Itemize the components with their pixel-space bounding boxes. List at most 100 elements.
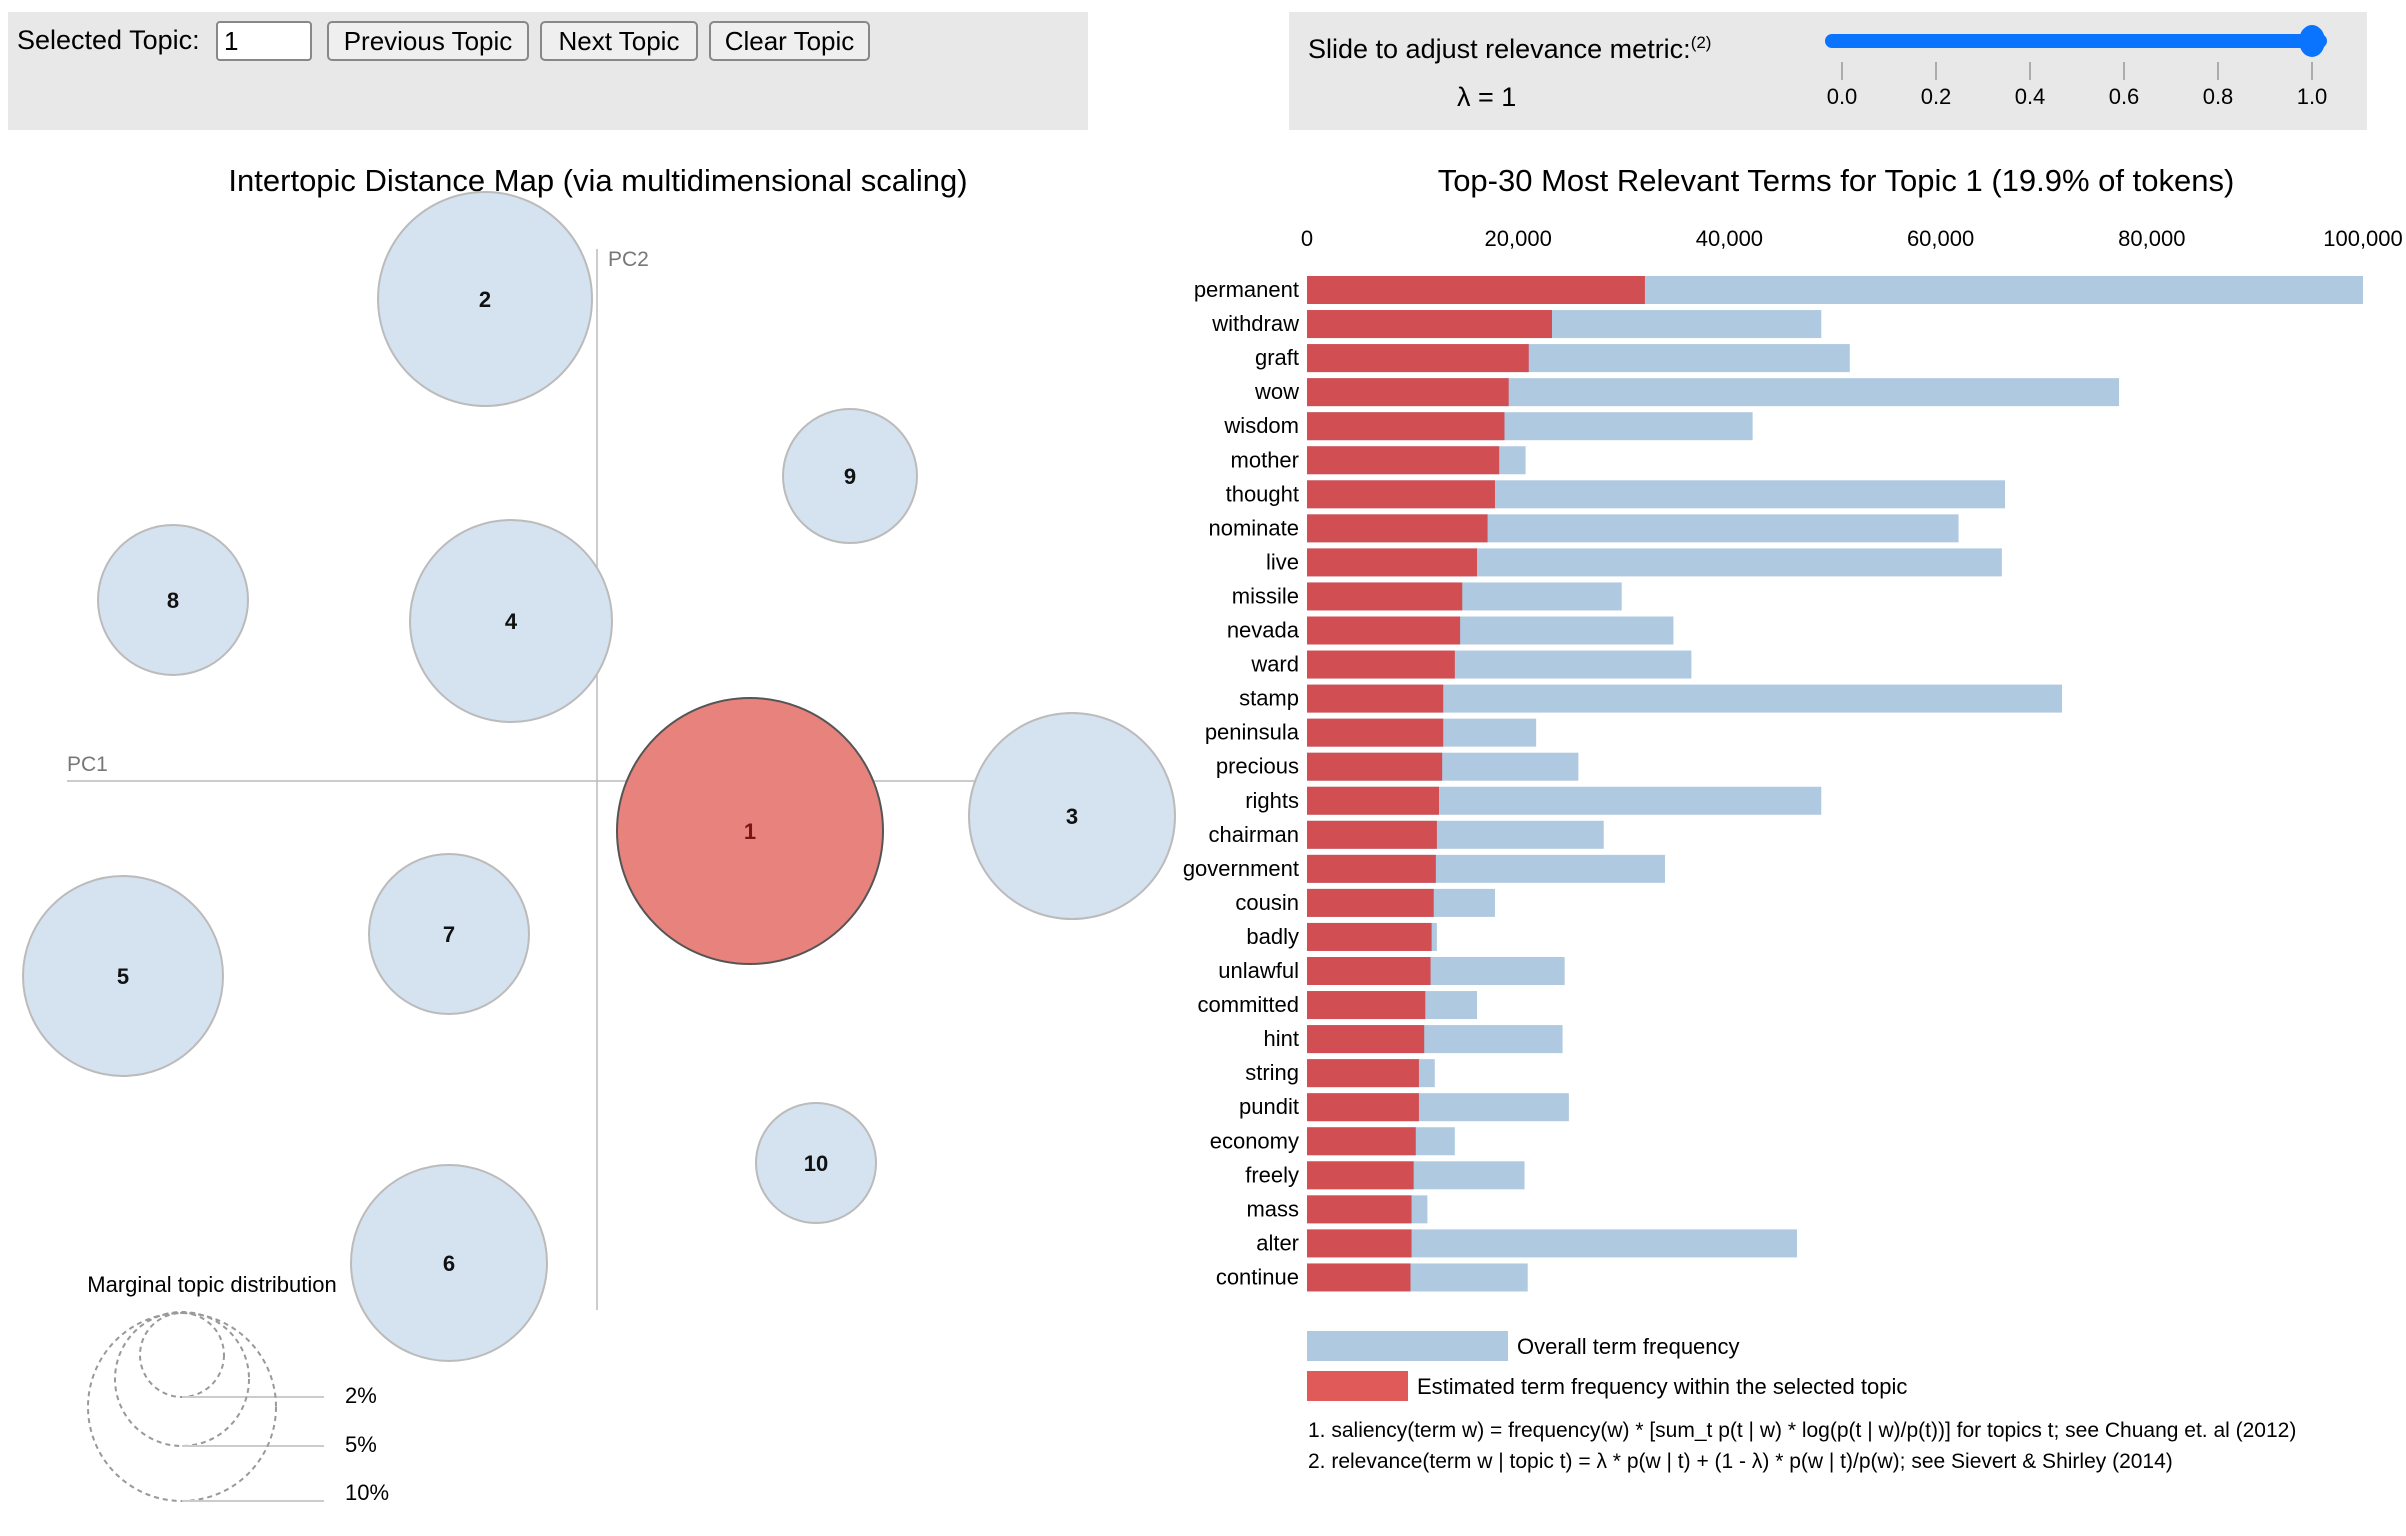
- term-label[interactable]: graft: [1255, 345, 1299, 370]
- bar-topic-rights[interactable]: [1307, 786, 1439, 815]
- term-label[interactable]: wisdom: [1223, 413, 1299, 438]
- slider-handle[interactable]: [2299, 25, 2325, 57]
- bar-topic-government[interactable]: [1307, 854, 1436, 883]
- topic-label-2: 2: [479, 287, 491, 312]
- bar-topic-missile[interactable]: [1307, 582, 1463, 611]
- pc1-label: PC1: [67, 753, 108, 776]
- bar-topic-peninsula[interactable]: [1307, 718, 1444, 747]
- legend-overall-label: Overall term frequency: [1517, 1334, 1740, 1359]
- term-label[interactable]: hint: [1264, 1026, 1299, 1051]
- marginal-legend-label: 5%: [345, 1432, 377, 1457]
- slider-tick-label: 0.4: [2015, 84, 2046, 109]
- term-label[interactable]: rights: [1245, 788, 1299, 813]
- lambda-value: λ = 1: [1457, 82, 1517, 112]
- bar-topic-freely[interactable]: [1307, 1161, 1414, 1190]
- topic-bubble-3[interactable]: [968, 712, 1176, 920]
- next-topic-button[interactable]: Next Topic: [540, 21, 698, 61]
- term-label[interactable]: stamp: [1239, 686, 1299, 711]
- term-label[interactable]: unlawful: [1218, 958, 1299, 983]
- bar-topic-nominate[interactable]: [1307, 514, 1488, 543]
- marginal-legend-label: 10%: [345, 1480, 389, 1505]
- topic-bubble-2[interactable]: [377, 191, 593, 407]
- bar-topic-cousin[interactable]: [1307, 888, 1434, 917]
- term-label[interactable]: alter: [1256, 1230, 1299, 1255]
- term-label[interactable]: live: [1266, 549, 1299, 574]
- marginal-legend-label: 2%: [345, 1383, 377, 1408]
- term-label[interactable]: thought: [1226, 481, 1299, 506]
- bar-topic-unlawful[interactable]: [1307, 957, 1431, 985]
- slider-tick-label: 0.6: [2109, 84, 2140, 109]
- topic-label-8: 8: [167, 588, 179, 613]
- selected-topic-input[interactable]: [216, 21, 312, 61]
- term-label[interactable]: missile: [1232, 583, 1299, 608]
- bar-topic-stamp[interactable]: [1307, 684, 1444, 713]
- topic-label-1: 1: [744, 819, 756, 844]
- bar-topic-badly[interactable]: [1307, 922, 1432, 951]
- term-label[interactable]: permanent: [1194, 277, 1299, 302]
- clear-topic-button[interactable]: Clear Topic: [709, 21, 870, 61]
- relevance-panel: [1289, 12, 2367, 130]
- term-label[interactable]: chairman: [1209, 822, 1299, 847]
- x-tick-label: 40,000: [1696, 226, 1763, 251]
- bar-topic-graft[interactable]: [1307, 344, 1529, 373]
- bar-topic-thought[interactable]: [1307, 480, 1495, 509]
- term-label[interactable]: withdraw: [1211, 311, 1299, 336]
- bar-topic-mother[interactable]: [1307, 446, 1500, 475]
- topic-bubble-7[interactable]: [368, 853, 530, 1015]
- topic-label-10: 10: [804, 1151, 828, 1176]
- term-label[interactable]: cousin: [1235, 890, 1299, 915]
- term-label[interactable]: nevada: [1227, 618, 1300, 643]
- footnote-1: 1. saliency(term w) = frequency(w) * [su…: [1308, 1419, 2296, 1442]
- x-tick-label: 60,000: [1907, 226, 1974, 251]
- topic-bubble-1[interactable]: [616, 697, 884, 965]
- bar-topic-nevada[interactable]: [1307, 616, 1461, 645]
- term-label[interactable]: pundit: [1239, 1094, 1299, 1119]
- term-label[interactable]: mass: [1246, 1196, 1299, 1221]
- marginal-legend-circle: [139, 1312, 225, 1398]
- bar-topic-string[interactable]: [1307, 1059, 1419, 1088]
- bar-topic-ward[interactable]: [1307, 650, 1455, 679]
- x-tick-label: 100,000: [2323, 226, 2403, 251]
- term-label[interactable]: government: [1183, 856, 1299, 881]
- topic-bubble-5[interactable]: [22, 875, 224, 1077]
- bar-topic-pundit[interactable]: [1307, 1093, 1419, 1122]
- term-label[interactable]: continue: [1216, 1264, 1299, 1289]
- x-tick-label: 80,000: [2118, 226, 2185, 251]
- term-label[interactable]: string: [1245, 1060, 1299, 1085]
- x-tick-label: 0: [1301, 226, 1313, 251]
- term-label[interactable]: economy: [1210, 1128, 1299, 1153]
- term-label[interactable]: ward: [1250, 652, 1299, 677]
- legend-overall-swatch: [1307, 1331, 1508, 1361]
- topic-bubble-10[interactable]: [755, 1102, 877, 1224]
- bar-topic-wow[interactable]: [1307, 378, 1509, 407]
- topic-bubble-9[interactable]: [782, 408, 918, 544]
- topic-bubble-4[interactable]: [409, 519, 613, 723]
- bar-topic-wisdom[interactable]: [1307, 412, 1505, 441]
- previous-topic-button[interactable]: Previous Topic: [327, 21, 529, 61]
- topic-bubble-8[interactable]: [97, 524, 249, 676]
- term-label[interactable]: mother: [1231, 447, 1299, 472]
- bar-topic-alter[interactable]: [1307, 1229, 1412, 1258]
- term-label[interactable]: precious: [1216, 754, 1299, 779]
- bar-topic-economy[interactable]: [1307, 1127, 1416, 1156]
- topic-label-4: 4: [505, 609, 518, 634]
- bar-topic-chairman[interactable]: [1307, 820, 1437, 849]
- bar-topic-hint[interactable]: [1307, 1025, 1425, 1054]
- footnote-2: 2. relevance(term w | topic t) = λ * p(w…: [1308, 1450, 2173, 1473]
- term-label[interactable]: freely: [1245, 1162, 1299, 1187]
- term-label[interactable]: peninsula: [1205, 720, 1300, 745]
- bar-topic-mass[interactable]: [1307, 1195, 1412, 1224]
- bar-topic-live[interactable]: [1307, 548, 1478, 577]
- bar-topic-permanent[interactable]: [1307, 276, 1645, 304]
- term-label[interactable]: badly: [1246, 924, 1299, 949]
- bar-topic-withdraw[interactable]: [1307, 310, 1552, 339]
- bar-topic-committed[interactable]: [1307, 991, 1426, 1020]
- bar-topic-precious[interactable]: [1307, 752, 1443, 781]
- slider-tick-label: 0.8: [2203, 84, 2234, 109]
- bar-topic-continue[interactable]: [1307, 1263, 1411, 1292]
- topic-bubble-6[interactable]: [350, 1164, 548, 1362]
- pc2-label: PC2: [608, 248, 649, 271]
- term-label[interactable]: wow: [1254, 379, 1299, 404]
- term-label[interactable]: committed: [1198, 992, 1299, 1017]
- term-label[interactable]: nominate: [1208, 515, 1299, 540]
